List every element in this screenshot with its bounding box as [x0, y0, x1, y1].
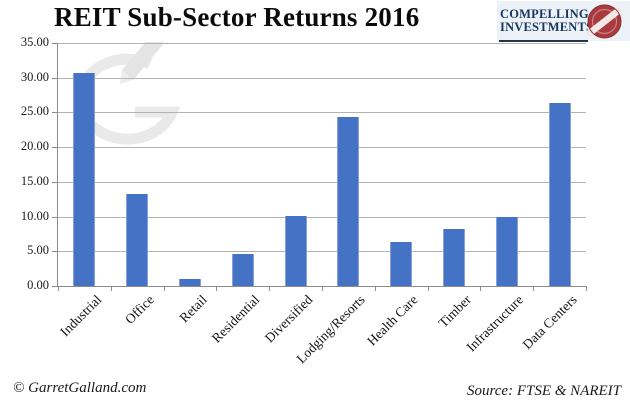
- y-axis-tick-label: 35.00: [20, 35, 49, 49]
- x-tick: [216, 286, 217, 291]
- x-axis-tick-label: Industrial: [56, 292, 105, 340]
- y-tick: [52, 182, 58, 183]
- y-axis-tick-label: 0.00: [27, 278, 49, 292]
- gridline: [58, 217, 586, 218]
- bar-lodging-resorts: [337, 117, 359, 286]
- gridline: [58, 112, 586, 113]
- x-tick: [375, 286, 376, 291]
- gridline: [58, 147, 586, 148]
- bar-residential: [232, 254, 254, 286]
- x-tick: [586, 286, 587, 291]
- bar-timber: [443, 229, 465, 286]
- chart-title: REIT Sub-Sector Returns 2016: [54, 2, 420, 32]
- x-axis-tick-label: Timber: [435, 292, 474, 331]
- x-axis-tick-label: Office: [121, 292, 157, 327]
- bar-health-care: [390, 241, 412, 286]
- copyright-note: © GarretGalland.com: [13, 380, 147, 396]
- y-axis-tick-label: 30.00: [20, 70, 49, 84]
- x-tick: [322, 286, 323, 291]
- x-tick: [58, 286, 59, 291]
- y-tick: [52, 251, 58, 252]
- x-tick: [428, 286, 429, 291]
- x-axis-tick-label: Residential: [208, 292, 263, 346]
- gridline: [58, 43, 586, 44]
- source-note: Source: FTSE & NAREIT: [466, 383, 621, 399]
- x-axis-tick-label: Retail: [176, 292, 210, 326]
- plot-area: [52, 43, 587, 291]
- x-tick: [269, 286, 270, 291]
- y-tick: [52, 217, 58, 218]
- y-axis-tick-label: 20.00: [20, 139, 49, 153]
- y-axis-tick-label: 10.00: [20, 209, 49, 223]
- x-tick: [164, 286, 165, 291]
- gridline: [58, 251, 586, 252]
- bar-infrastructure: [496, 217, 518, 286]
- y-axis-tick-label: 5.00: [27, 243, 49, 257]
- x-tick: [533, 286, 534, 291]
- bar-industrial: [73, 72, 95, 286]
- bar-retail: [179, 279, 201, 286]
- gridline: [58, 78, 586, 79]
- bar-office: [126, 194, 148, 286]
- x-axis-tick-label: Health Care: [364, 292, 421, 349]
- x-tick: [111, 286, 112, 291]
- x-tick: [480, 286, 481, 291]
- logo-text: COMPELLING INVESTMENTS: [497, 6, 594, 34]
- x-axis-tick-label: Diversified: [261, 292, 316, 346]
- bar-data-centers: [549, 102, 571, 286]
- y-tick: [52, 43, 58, 44]
- y-axis-tick-label: 25.00: [20, 104, 49, 118]
- y-axis-tick-label: 15.00: [20, 174, 49, 188]
- logo-line-1: COMPELLING: [500, 6, 589, 21]
- logo-line-2: INVESTMENTS: [500, 20, 594, 34]
- bar-diversified: [285, 215, 307, 286]
- y-tick: [52, 78, 58, 79]
- y-tick: [52, 112, 58, 113]
- logo-underline: [499, 40, 588, 42]
- x-axis-tick-label: Data Centers: [519, 292, 580, 353]
- seal-icon: [586, 4, 623, 39]
- y-tick: [52, 147, 58, 148]
- y-tick: [52, 286, 58, 287]
- gridline: [58, 182, 586, 183]
